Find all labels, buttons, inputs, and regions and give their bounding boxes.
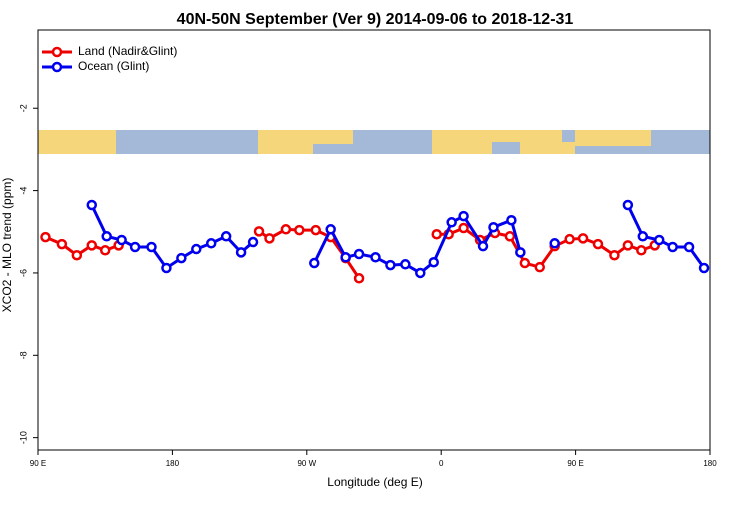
data-point [191,243,202,255]
x-tick-label: 90 E [567,459,583,468]
y-tick-label: -6 [18,269,28,277]
data-point [370,252,381,263]
data-point [86,240,98,251]
legend-marker [51,61,63,73]
legend-label: Ocean (Glint) [78,59,149,73]
map-strip [38,130,710,154]
data-point [446,217,457,228]
data-point [458,210,469,222]
data-point [698,262,710,274]
data-point [431,228,442,240]
data-point [340,252,351,263]
data-point [56,238,68,250]
y-tick-label: -4 [18,187,28,195]
data-point [294,224,305,236]
y-tick-label: -10 [18,431,28,444]
legend-marker [51,46,63,58]
data-point [400,259,411,270]
y-tick-label: -8 [18,351,28,359]
data-point [309,257,320,269]
data-point [515,247,526,258]
chart-title: 40N-50N September (Ver 9) 2014-09-06 to … [177,11,574,28]
data-point [253,226,265,237]
data-point [428,256,439,268]
data-point [99,245,111,256]
data-point [205,238,217,249]
data-point [86,199,98,211]
data-point [40,231,51,243]
x-axis-label: Longitude (deg E) [327,475,422,489]
data-point [653,234,665,246]
data-point [577,233,589,244]
data-point [458,222,469,234]
data-point [310,224,322,236]
data-point [247,236,259,248]
data-point [519,257,531,269]
data-point [564,233,575,245]
data-point [325,224,336,235]
data-point [488,221,499,233]
data-point [506,214,517,226]
x-tick-label: 90 W [297,459,316,468]
data-point [353,273,365,284]
x-tick-label: 0 [439,459,444,468]
data-point [385,259,396,271]
legend-label: Land (Nadir&Glint) [78,44,177,58]
data-point [415,267,426,279]
data-point [280,224,292,235]
data-point [549,238,560,249]
data-point [101,231,112,242]
data-point [129,241,141,253]
x-tick-label: 180 [166,459,180,468]
series-line [44,226,656,280]
x-tick-label: 180 [703,459,717,468]
data-point [683,241,695,253]
data-point [667,241,678,253]
data-point [636,245,647,256]
data-point [592,238,604,250]
data-point [504,231,516,242]
y-tick-label: -2 [18,104,28,112]
data-point [622,199,634,211]
data-point [609,249,620,261]
data-point [176,252,187,264]
data-point [71,249,83,261]
data-point [235,247,247,258]
data-point [637,231,649,242]
data-point [161,262,172,274]
data-point [622,240,634,251]
data-point [220,231,232,242]
data-point [477,240,489,252]
x-tick-label: 90 E [30,459,46,468]
plot-frame [37,29,711,451]
data-point [146,241,157,253]
data-point [353,248,365,260]
data-point [116,234,127,246]
y-axis-label: XCO2 - MLO trend (ppm) [0,178,14,313]
data-point [534,261,546,273]
data-point [264,233,275,244]
